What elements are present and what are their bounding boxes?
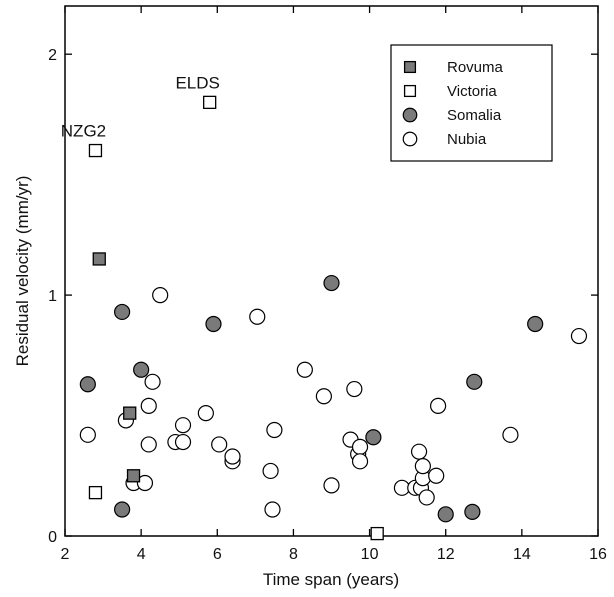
nubia-point-17 (264, 501, 281, 518)
x-tick-label-4: 10 (361, 546, 379, 563)
somalia-point-10 (527, 315, 544, 333)
legend-marker-rovuma (403, 60, 417, 74)
nubia-point-20 (315, 388, 332, 405)
x-tick-label-7: 16 (589, 546, 607, 563)
legend-label-rovuma: Rovuma (447, 59, 504, 76)
annotation-elds: ELDS (175, 73, 219, 92)
nubia-point-11 (197, 405, 214, 422)
y-tick-label-1: 1 (48, 288, 57, 305)
y-axis-label: Residual velocity (mm/yr) (13, 176, 32, 367)
rovuma-point-1 (123, 406, 137, 420)
rovuma-point-2 (126, 469, 141, 483)
nubia-point-25 (351, 438, 369, 455)
x-tick-label-2: 6 (213, 546, 222, 563)
nubia-point-36 (502, 426, 519, 443)
victoria-point-0 (88, 143, 103, 158)
x-tick-label-3: 8 (289, 546, 298, 563)
x-axis-label: Time span (years) (263, 570, 399, 589)
x-tick-label-6: 14 (513, 546, 531, 563)
nubia-point-5 (140, 436, 157, 453)
nubia-point-9 (174, 433, 192, 451)
legend-label-victoria: Victoria (447, 83, 497, 100)
nubia-point-18 (266, 421, 283, 439)
nubia-point-19 (296, 361, 313, 378)
nubia-point-34 (428, 467, 445, 484)
y-tick-label-2: 2 (48, 47, 57, 64)
nubia-point-7 (152, 286, 169, 304)
legend-label-somalia: Somalia (447, 107, 502, 124)
nubia-point-29 (410, 443, 428, 460)
somalia-point-2 (114, 501, 131, 518)
somalia-point-0 (79, 376, 96, 393)
x-tick-label-0: 2 (61, 546, 70, 563)
data-points (79, 95, 588, 541)
legend-box (390, 44, 553, 162)
nubia-point-14 (224, 448, 241, 465)
legend-marker-victoria (403, 84, 417, 98)
nubia-point-15 (249, 308, 266, 325)
legend-label-nubia: Nubia (447, 131, 487, 148)
nubia-point-32 (414, 458, 431, 475)
nubia-point-33 (418, 489, 435, 506)
legend-marker-nubia (402, 131, 418, 147)
x-tick-label-1: 4 (137, 546, 146, 563)
rovuma-point-0 (92, 252, 106, 266)
victoria-point-1 (203, 95, 217, 110)
nubia-point-12 (211, 436, 228, 453)
nubia-point-3 (136, 474, 154, 492)
plot-frame (64, 5, 599, 537)
somalia-point-3 (133, 361, 150, 378)
somalia-point-6 (365, 429, 382, 446)
legend: Rovuma Victoria Somalia Nubia (390, 44, 553, 162)
legend-marker-somalia (402, 107, 418, 123)
somalia-point-8 (464, 503, 481, 521)
nubia-point-21 (323, 477, 340, 494)
nubia-point-23 (346, 380, 363, 398)
somalia-point-7 (437, 506, 454, 523)
annotation-nzg2: NZG2 (61, 122, 106, 141)
y-tick-label-0: 0 (48, 529, 57, 546)
x-tick-label-5: 12 (437, 546, 455, 563)
nubia-point-4 (140, 397, 157, 415)
somalia-point-4 (205, 315, 222, 333)
nubia-point-10 (174, 417, 192, 434)
nubia-point-37 (570, 327, 588, 345)
victoria-point-3 (370, 526, 384, 541)
somalia-point-9 (466, 373, 483, 390)
nubia-point-0 (79, 426, 96, 443)
nubia-point-6 (144, 373, 161, 390)
nubia-point-26 (351, 453, 369, 470)
somalia-point-5 (323, 274, 340, 292)
nubia-point-35 (430, 397, 447, 415)
somalia-point-1 (114, 303, 131, 321)
victoria-point-2 (88, 485, 103, 500)
point-annotations: NZG2 ELDS (61, 73, 220, 140)
nubia-point-16 (262, 462, 279, 480)
